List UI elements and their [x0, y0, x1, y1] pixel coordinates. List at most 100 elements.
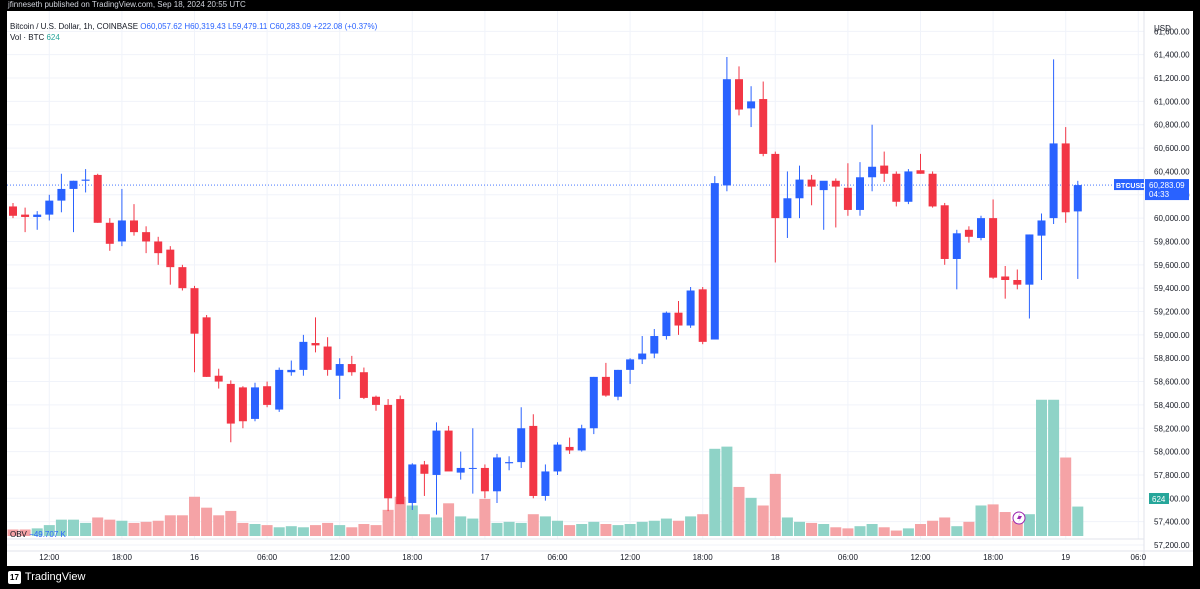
low-value: L59,479.11: [227, 22, 268, 31]
candle-body: [843, 187, 852, 210]
symbol-price-badge: [1114, 179, 1144, 191]
volume-bar: [987, 504, 999, 536]
candle-body: [662, 312, 671, 337]
volume-bar: [467, 518, 479, 536]
candle-body: [553, 444, 562, 472]
candle-body: [1049, 143, 1058, 219]
time-tick-label: 18:00: [402, 553, 423, 562]
candle-body: [396, 399, 405, 505]
volume-bar: [31, 528, 43, 536]
last-price-badge: [1145, 179, 1189, 201]
price-tick-label: 57,200.00: [1154, 541, 1190, 550]
volume-bar: [189, 496, 200, 536]
volume-value-label: 624: [1152, 495, 1166, 504]
chart-panel[interactable]: USD 61,600.00 61,400.00 61,200.00 61,000.00 6…: [7, 11, 1193, 566]
candle-body: [190, 288, 199, 334]
candle-body: [251, 387, 259, 419]
candle-body: [420, 464, 429, 474]
volume-bar: [128, 522, 140, 536]
candle-body: [952, 233, 961, 259]
volume-bar: [358, 524, 370, 536]
volume-bar: [443, 503, 455, 536]
volume-bar: [939, 517, 951, 536]
volume-bar: [515, 522, 527, 536]
volume-bar: [116, 520, 128, 536]
candle-body: [904, 171, 913, 202]
volume-bar: [370, 525, 382, 536]
volume-bar: [854, 526, 866, 536]
price-tick-label: 59,200.00: [1154, 308, 1190, 317]
candle-body: [117, 220, 126, 242]
volume-bar: [878, 527, 890, 536]
time-tick-label: 12:00: [330, 553, 351, 562]
candle-body: [964, 229, 973, 237]
tradingview-logo-icon: 17: [8, 571, 21, 584]
price-tick-label: 59,000.00: [1154, 331, 1190, 340]
volume-bar: [176, 515, 188, 536]
volume-bar: [249, 524, 261, 536]
volume-bar: [721, 446, 733, 536]
volume-bar: [418, 514, 430, 536]
candle-body: [989, 218, 998, 278]
candle-body: [142, 232, 151, 242]
price-tick-label: 58,400.00: [1154, 401, 1190, 410]
candle-body: [408, 464, 417, 503]
candle-body: [517, 428, 526, 463]
volume-bar: [213, 515, 225, 536]
candle-body: [831, 180, 840, 187]
candle-body: [710, 183, 719, 340]
top-attribution-bar: jfinneseth published on TradingView.com,…: [0, 0, 1200, 10]
price-tick-label: 59,800.00: [1154, 237, 1190, 246]
currency-label: USD: [1154, 24, 1171, 33]
volume-bar: [285, 526, 297, 536]
volume-bar: [624, 524, 636, 536]
candle-body: [45, 200, 54, 215]
volume-bar: [612, 525, 624, 536]
candle-body: [323, 346, 332, 370]
volume-bar: [1023, 514, 1035, 536]
volume-bar: [152, 520, 164, 536]
candle-body: [880, 165, 889, 174]
volume-bar: [842, 528, 854, 536]
candle-body: [493, 457, 501, 492]
candle-body: [505, 462, 514, 464]
volume-bar: [201, 507, 213, 536]
candle-body: [626, 359, 635, 370]
volume-bar: [455, 516, 467, 536]
candle-body: [311, 343, 320, 346]
volume-bar: [915, 524, 926, 536]
change-value: +222.08 (+0.37%): [313, 22, 378, 31]
candle-body: [69, 180, 78, 189]
candle-body: [735, 79, 743, 110]
price-tick-label: 60,800.00: [1154, 121, 1190, 130]
candle-body: [1001, 276, 1010, 280]
price-tick-label: 57,600.00: [1154, 494, 1190, 503]
candle-body: [1037, 220, 1046, 236]
volume-bar: [1072, 506, 1084, 536]
symbol-legend: Bitcoin / U.S. Dollar, 1h, COINBASE O60,…: [10, 22, 377, 32]
candle-body: [444, 430, 453, 472]
time-tick-label: 12:00: [910, 553, 931, 562]
volume-bar: [636, 521, 648, 536]
candle-body: [614, 369, 622, 397]
volume-bar: [322, 522, 334, 536]
volume-bar: [92, 517, 104, 536]
candle-body: [807, 179, 816, 187]
candle-body: [384, 404, 393, 499]
close-value: C60,283.09: [269, 22, 311, 31]
volume-bar: [794, 521, 805, 536]
price-tick-label: 60,400.00: [1154, 167, 1190, 176]
time-tick-label: 06:00: [838, 553, 859, 562]
price-tick-label: 57,400.00: [1154, 518, 1190, 527]
volume-label: Vol · BTC: [10, 33, 45, 42]
candle-body: [226, 383, 235, 424]
candle-body: [359, 372, 368, 398]
volume-bar: [479, 498, 491, 536]
tradingview-logo[interactable]: 17 TradingView: [8, 571, 85, 584]
volume-bar: [890, 530, 902, 536]
candle-body: [347, 364, 356, 373]
price-tick-label: 60,600.00: [1154, 144, 1190, 153]
candle-body: [601, 376, 610, 396]
volume-bar: [951, 526, 963, 536]
